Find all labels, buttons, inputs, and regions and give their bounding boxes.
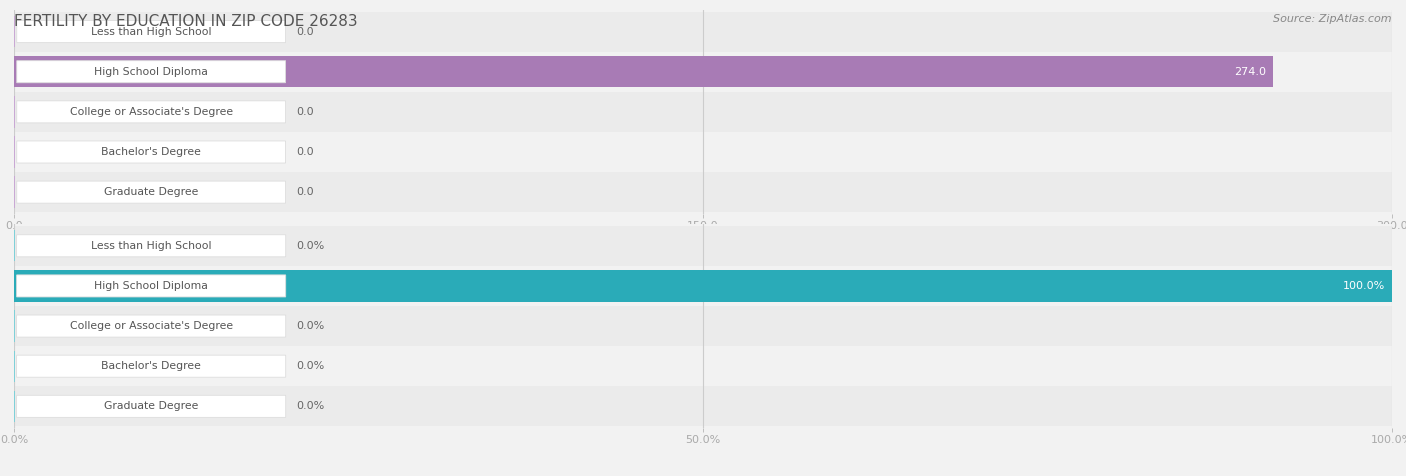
- Bar: [14, 306, 1392, 346]
- Text: 274.0: 274.0: [1233, 67, 1265, 77]
- Bar: [14, 56, 1272, 88]
- FancyBboxPatch shape: [17, 60, 285, 83]
- FancyBboxPatch shape: [17, 395, 285, 417]
- Text: Graduate Degree: Graduate Degree: [104, 401, 198, 411]
- Text: 100.0%: 100.0%: [1343, 281, 1385, 291]
- FancyBboxPatch shape: [17, 355, 285, 377]
- Text: High School Diploma: High School Diploma: [94, 67, 208, 77]
- Text: 0.0%: 0.0%: [297, 241, 325, 251]
- Text: 0.0%: 0.0%: [297, 321, 325, 331]
- FancyBboxPatch shape: [17, 20, 285, 43]
- Bar: [14, 270, 1392, 302]
- Text: Less than High School: Less than High School: [91, 241, 211, 251]
- Text: 0.0: 0.0: [297, 147, 314, 157]
- Bar: [14, 266, 1392, 306]
- Bar: [14, 386, 1392, 426]
- FancyBboxPatch shape: [17, 275, 285, 297]
- Text: High School Diploma: High School Diploma: [94, 281, 208, 291]
- Text: College or Associate's Degree: College or Associate's Degree: [69, 107, 233, 117]
- Text: 0.0: 0.0: [297, 107, 314, 117]
- Text: Source: ZipAtlas.com: Source: ZipAtlas.com: [1274, 14, 1392, 24]
- FancyBboxPatch shape: [17, 315, 285, 337]
- Text: 0.0: 0.0: [297, 27, 314, 37]
- Text: 0.0%: 0.0%: [297, 361, 325, 371]
- Text: FERTILITY BY EDUCATION IN ZIP CODE 26283: FERTILITY BY EDUCATION IN ZIP CODE 26283: [14, 14, 357, 30]
- Bar: [14, 226, 1392, 266]
- FancyBboxPatch shape: [17, 181, 285, 203]
- Bar: [14, 52, 1392, 92]
- Bar: [14, 11, 1392, 52]
- Text: 0.0%: 0.0%: [297, 401, 325, 411]
- Text: Less than High School: Less than High School: [91, 27, 211, 37]
- Bar: [14, 92, 1392, 132]
- Bar: [14, 172, 1392, 212]
- Bar: [14, 346, 1392, 386]
- FancyBboxPatch shape: [17, 235, 285, 257]
- Bar: [14, 132, 1392, 172]
- FancyBboxPatch shape: [17, 101, 285, 123]
- Text: Bachelor's Degree: Bachelor's Degree: [101, 361, 201, 371]
- Text: 0.0: 0.0: [297, 187, 314, 197]
- Text: Graduate Degree: Graduate Degree: [104, 187, 198, 197]
- Text: College or Associate's Degree: College or Associate's Degree: [69, 321, 233, 331]
- Text: Bachelor's Degree: Bachelor's Degree: [101, 147, 201, 157]
- FancyBboxPatch shape: [17, 141, 285, 163]
